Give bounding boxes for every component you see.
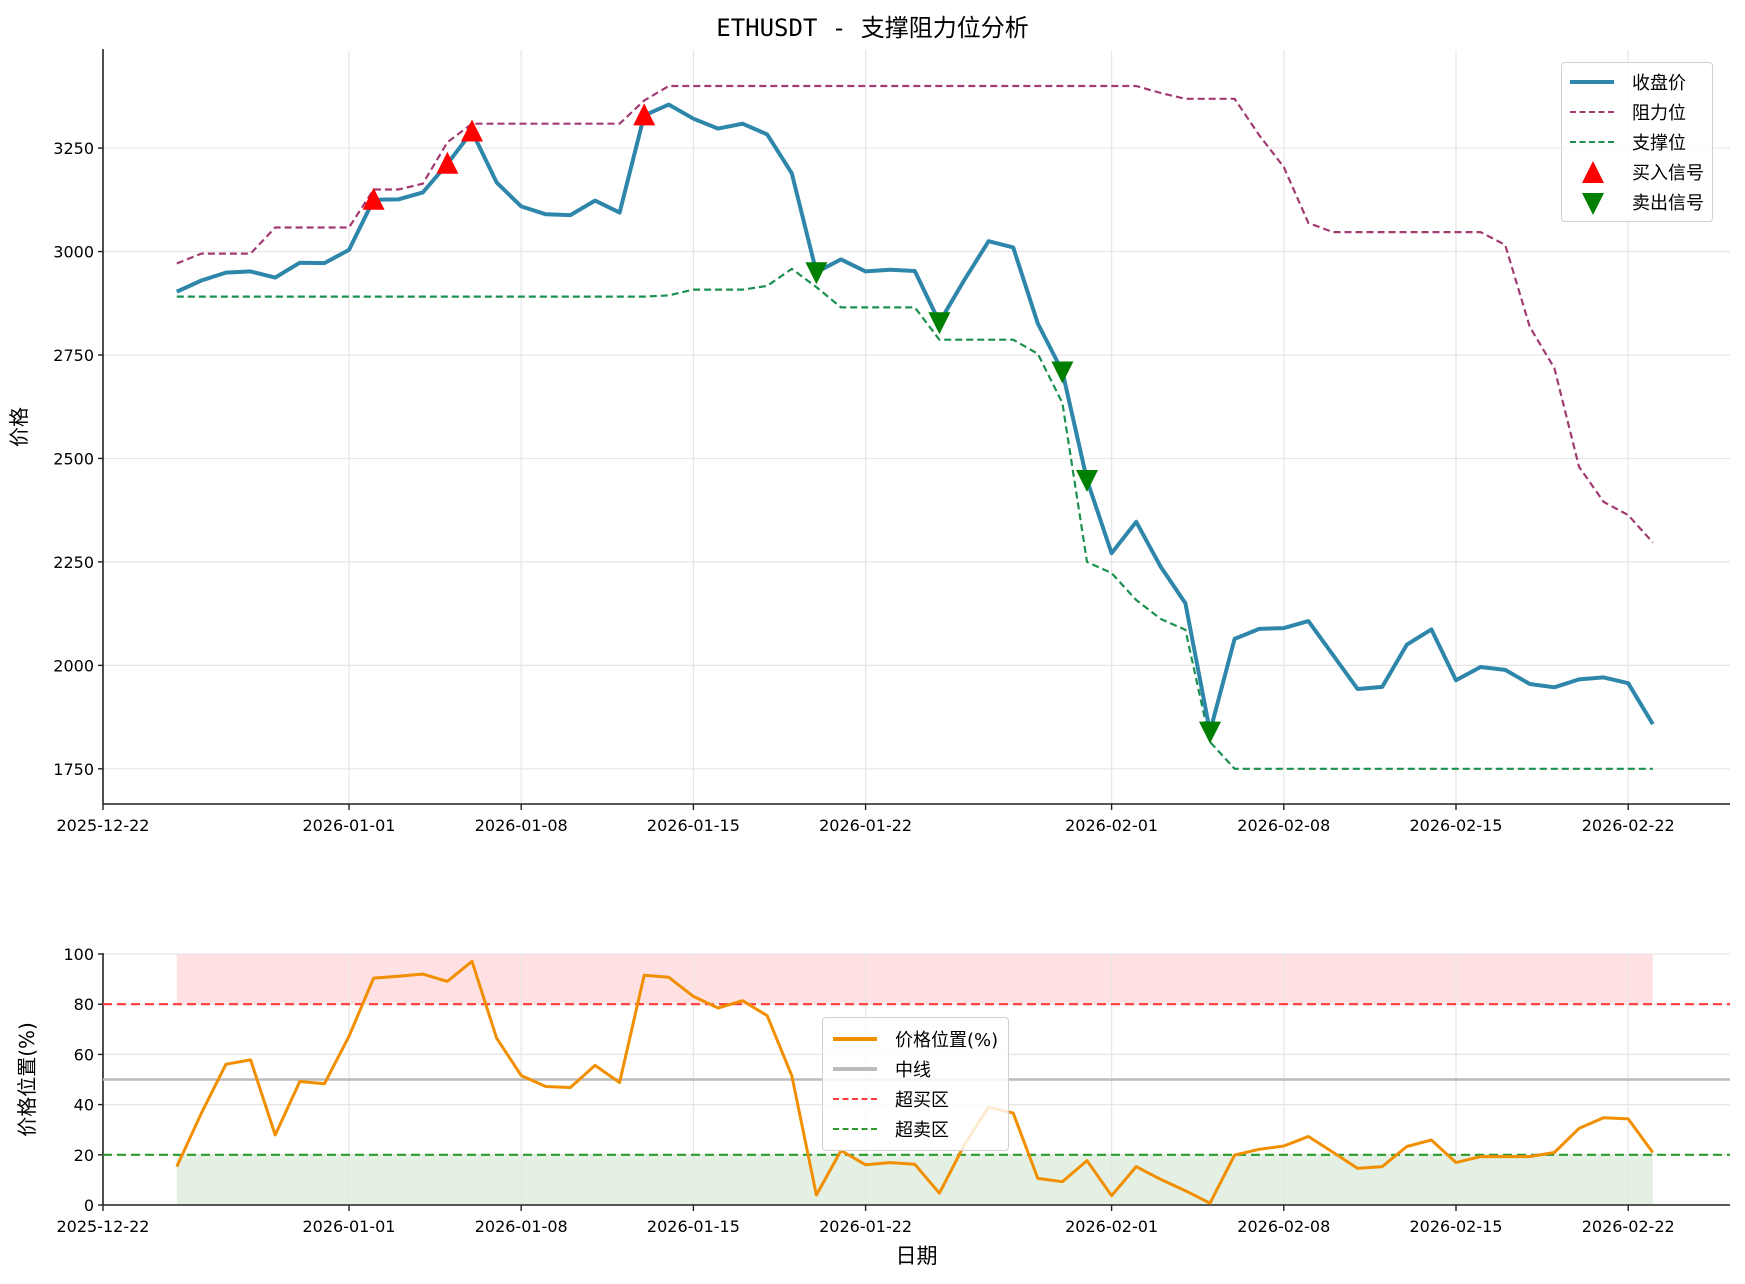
position-legend-item: 超买区 [833, 1084, 998, 1114]
sell-signal-marker [805, 262, 828, 285]
price-legend-item: 收盘价 [1570, 67, 1704, 97]
buy-signal-marker [461, 119, 483, 142]
x-tick-label: 2025-12-22 [57, 1217, 150, 1236]
y-tick-label: 80 [74, 995, 94, 1014]
y-tick-label: 3250 [53, 139, 94, 158]
sell-signal-marker [1199, 721, 1221, 744]
price-legend-label: 阻力位 [1632, 103, 1686, 124]
resistance-line [176, 84, 1654, 544]
position-legend: 价格位置(%) 中线超买区超卖区 [822, 1017, 1010, 1151]
y-tick-label: 2500 [53, 449, 94, 468]
x-tick-label: 2026-01-08 [475, 816, 568, 835]
position-legend-label: 超卖区 [895, 1120, 949, 1141]
price-axes: 1750 2000 2250 2500 2750 3000 3250 2025-12-22 20… [7, 49, 1730, 835]
x-tick-label: 2026-01-22 [819, 1217, 912, 1236]
x-tick-label: 2026-01-01 [303, 1217, 396, 1236]
sell-signal-marker [1076, 469, 1098, 492]
price-legend-item: 支撑位 [1570, 127, 1704, 157]
y-tick-label: 100 [63, 945, 94, 964]
x-tick-label: 2026-02-08 [1237, 1217, 1330, 1236]
y-axis-label: 价格位置(%) [15, 1022, 39, 1137]
y-tick-label: 3000 [53, 243, 94, 262]
buy-signal-marker [362, 187, 385, 210]
overbought-zone-fill [176, 954, 1653, 1005]
line-swatch-icon [833, 1092, 877, 1106]
line-swatch-icon [1570, 75, 1614, 89]
price-position-line [175, 959, 1655, 1205]
buy-signal-marker [436, 151, 459, 174]
x-axis-label: 日期 [896, 1244, 938, 1268]
y-axis-label: 价格 [7, 407, 31, 447]
sell-signal-marker [1051, 361, 1074, 384]
triangle-up-icon [1570, 161, 1614, 183]
x-tick-label: 2026-01-01 [303, 816, 396, 835]
y-tick-label: 20 [74, 1146, 94, 1165]
position-legend-item: 价格位置(%) [833, 1024, 998, 1054]
x-tick-label: 2026-02-08 [1237, 816, 1330, 835]
line-swatch-icon [833, 1122, 877, 1136]
line-swatch-icon [1570, 105, 1614, 119]
x-tick-label: 2026-01-22 [819, 816, 912, 835]
y-tick-label: 2000 [53, 656, 94, 675]
x-tick-label: 2026-02-22 [1582, 816, 1675, 835]
x-tick-label: 2026-02-01 [1065, 816, 1158, 835]
position-legend-label: 价格位置(%) [895, 1030, 999, 1051]
x-tick-label: 2026-02-01 [1065, 1217, 1158, 1236]
price-legend-item: 卖出信号 [1570, 187, 1704, 217]
x-tick-label: 2025-12-22 [57, 816, 150, 835]
x-tick-label: 2026-01-15 [647, 1217, 740, 1236]
y-tick-label: 40 [74, 1096, 94, 1115]
line-swatch-icon [833, 1062, 877, 1076]
position-legend-label: 中线 [895, 1060, 931, 1081]
position-legend-item: 超卖区 [833, 1114, 998, 1144]
price-legend-label: 买入信号 [1632, 163, 1704, 184]
price-legend-item: 阻力位 [1570, 97, 1704, 127]
x-tick-label: 2026-02-22 [1582, 1217, 1675, 1236]
x-tick-label: 2026-02-15 [1410, 1217, 1503, 1236]
line-swatch-icon [1570, 135, 1614, 149]
y-tick-label: 0 [84, 1196, 94, 1215]
position-legend-item: 中线 [833, 1054, 998, 1084]
y-tick-label: 60 [74, 1045, 94, 1064]
x-tick-label: 2026-02-15 [1410, 816, 1503, 835]
price-legend-label: 卖出信号 [1632, 193, 1704, 214]
triangle-down-icon [1570, 193, 1614, 215]
chart-title: ETHUSDT - 支撑阻力位分析 [716, 14, 1029, 42]
x-tick-label: 2026-01-08 [475, 1217, 568, 1236]
price-legend-label: 收盘价 [1632, 73, 1686, 94]
sell-signal-marker [928, 312, 951, 335]
y-tick-label: 2250 [53, 553, 94, 572]
price-legend-label: 支撑位 [1632, 133, 1686, 154]
oversold-zone-fill [176, 1154, 1653, 1205]
y-tick-label: 1750 [53, 760, 94, 779]
price-legend: 收盘价阻力位支撑位买入信号卖出信号 [1561, 62, 1713, 222]
buy-signal-marker [633, 103, 656, 126]
close-price-line [175, 102, 1655, 734]
x-tick-label: 2026-01-15 [647, 816, 740, 835]
y-tick-label: 2750 [53, 346, 94, 365]
line-swatch-icon [833, 1032, 877, 1046]
support-line [176, 267, 1653, 770]
position-legend-label: 超买区 [895, 1090, 949, 1111]
price-legend-item: 买入信号 [1570, 157, 1704, 187]
